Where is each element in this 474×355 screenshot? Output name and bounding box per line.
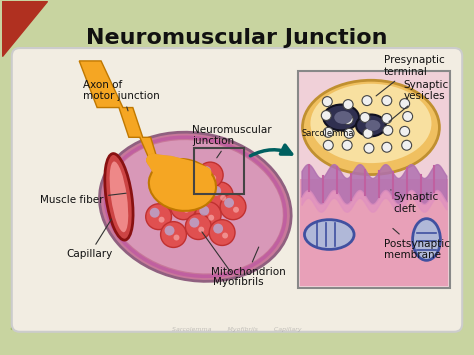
Circle shape <box>322 97 332 106</box>
Circle shape <box>195 187 201 193</box>
Ellipse shape <box>302 80 439 175</box>
Circle shape <box>173 164 198 190</box>
Circle shape <box>150 208 160 218</box>
Text: Neuromuscular Junction: Neuromuscular Junction <box>86 28 388 48</box>
Circle shape <box>211 186 221 196</box>
Circle shape <box>197 162 223 188</box>
Circle shape <box>161 222 186 247</box>
Circle shape <box>382 142 392 152</box>
Polygon shape <box>79 61 158 160</box>
Circle shape <box>171 197 176 203</box>
Ellipse shape <box>108 140 283 273</box>
Ellipse shape <box>149 159 216 211</box>
Circle shape <box>400 99 410 109</box>
FancyBboxPatch shape <box>12 48 462 332</box>
Ellipse shape <box>356 115 386 136</box>
Circle shape <box>343 115 353 124</box>
Circle shape <box>159 217 164 223</box>
Circle shape <box>190 218 199 228</box>
Circle shape <box>224 198 234 208</box>
Text: Muscle fiber: Muscle fiber <box>39 193 126 205</box>
Circle shape <box>363 129 373 138</box>
Text: Presynaptic
terminal: Presynaptic terminal <box>376 55 445 96</box>
Circle shape <box>382 95 392 105</box>
Ellipse shape <box>365 120 380 131</box>
Polygon shape <box>2 1 46 56</box>
Circle shape <box>183 207 190 213</box>
Circle shape <box>176 168 186 178</box>
Circle shape <box>210 175 216 181</box>
Text: Synaptic
cleft: Synaptic cleft <box>391 190 439 214</box>
Text: Capillary: Capillary <box>66 219 113 260</box>
Circle shape <box>323 140 333 150</box>
Circle shape <box>213 224 223 234</box>
Ellipse shape <box>412 219 440 260</box>
Circle shape <box>342 140 352 150</box>
Circle shape <box>382 114 392 124</box>
Circle shape <box>220 194 246 220</box>
Circle shape <box>182 174 208 200</box>
Circle shape <box>362 95 372 105</box>
Circle shape <box>162 188 172 198</box>
Text: Postsynaptic
membrane: Postsynaptic membrane <box>384 228 450 260</box>
Text: Synaptic
vesicles: Synaptic vesicles <box>389 80 449 122</box>
Circle shape <box>185 214 211 240</box>
Text: Myofibrils: Myofibrils <box>202 232 263 287</box>
Circle shape <box>146 204 172 230</box>
Circle shape <box>185 177 191 183</box>
Circle shape <box>360 113 370 122</box>
Circle shape <box>323 127 333 137</box>
Text: Mitochondrion: Mitochondrion <box>210 247 285 277</box>
FancyBboxPatch shape <box>300 179 448 286</box>
Ellipse shape <box>100 132 291 282</box>
Circle shape <box>173 235 180 240</box>
Circle shape <box>207 182 233 208</box>
Text: Axon of
motor junction: Axon of motor junction <box>83 80 160 111</box>
Circle shape <box>198 226 204 233</box>
Ellipse shape <box>334 111 352 124</box>
Circle shape <box>222 233 228 239</box>
Ellipse shape <box>105 154 133 240</box>
Circle shape <box>195 202 221 228</box>
Circle shape <box>209 220 235 245</box>
Text: Sarcolemma: Sarcolemma <box>301 129 354 138</box>
Text: Neuromuscular
junction: Neuromuscular junction <box>192 125 272 158</box>
Circle shape <box>364 143 374 153</box>
Circle shape <box>164 226 174 235</box>
Circle shape <box>186 178 196 188</box>
Circle shape <box>201 166 211 176</box>
Circle shape <box>401 140 411 150</box>
Circle shape <box>199 206 209 216</box>
Text: Sarcolemma        Myofibrils        Capillary: Sarcolemma Myofibrils Capillary <box>172 327 302 332</box>
Ellipse shape <box>323 105 359 130</box>
Circle shape <box>174 198 184 208</box>
Circle shape <box>403 111 412 121</box>
Circle shape <box>321 110 331 120</box>
Circle shape <box>343 100 353 110</box>
Ellipse shape <box>310 84 431 163</box>
Circle shape <box>208 215 214 221</box>
Ellipse shape <box>109 162 128 232</box>
Circle shape <box>233 207 239 213</box>
Circle shape <box>171 194 196 220</box>
Circle shape <box>220 195 226 201</box>
Circle shape <box>383 125 393 135</box>
Circle shape <box>400 126 410 136</box>
FancyBboxPatch shape <box>298 71 450 288</box>
Circle shape <box>158 184 183 210</box>
Ellipse shape <box>304 220 354 250</box>
Circle shape <box>344 129 354 138</box>
